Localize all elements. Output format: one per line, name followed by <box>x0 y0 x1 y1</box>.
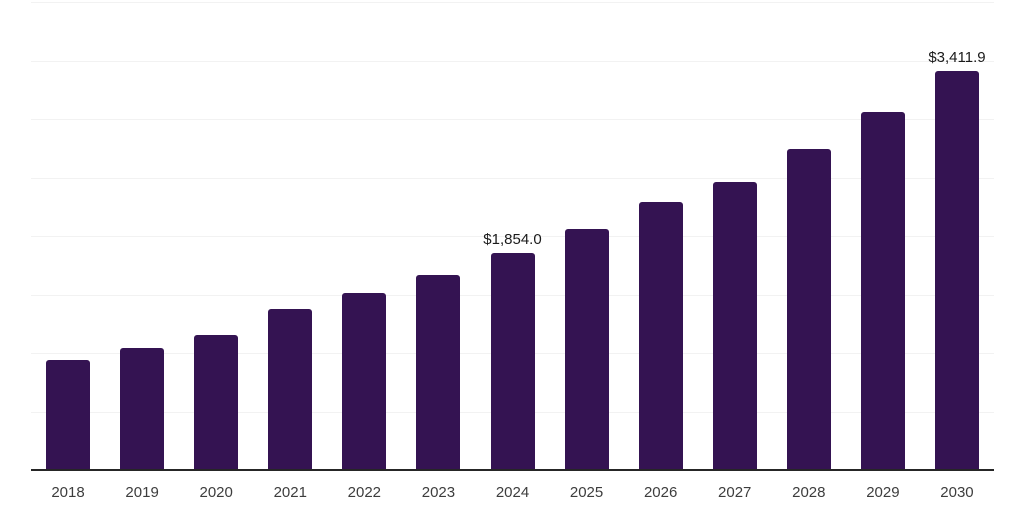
bar-2028 <box>786 149 831 470</box>
bar-2018 <box>46 360 91 470</box>
bar-2020 <box>194 334 239 470</box>
bar-2019 <box>120 347 165 470</box>
gridline-3500 <box>31 60 994 62</box>
x-tick-2018: 2018 <box>51 484 85 501</box>
x-tick-2019: 2019 <box>125 484 159 501</box>
gridline-4000 <box>31 2 994 3</box>
bar-2022 <box>342 292 387 470</box>
data-label-2024: $1,854.0 <box>483 231 542 249</box>
x-tick-2028: 2028 <box>792 484 826 501</box>
bar-2029 <box>860 111 905 470</box>
gridline-2000 <box>31 236 994 237</box>
x-tick-2022: 2022 <box>347 484 382 501</box>
bar-2027 <box>712 182 757 470</box>
gridline-3000 <box>31 119 994 120</box>
data-label-2030: $3,411.9 <box>928 48 986 66</box>
x-tick-2025: 2025 <box>569 484 604 501</box>
bar-2023 <box>416 274 461 470</box>
plot-area: $1,854.0 $3,411.9 <box>31 2 994 470</box>
x-axis-line <box>31 469 994 471</box>
gridline-2500 <box>31 177 994 179</box>
bar-2025 <box>564 228 609 470</box>
x-tick-2023: 2023 <box>421 484 456 501</box>
x-tick-2030: 2030 <box>940 484 974 501</box>
bar-2024 <box>490 253 535 470</box>
x-tick-2029: 2029 <box>866 484 900 501</box>
x-tick-2026: 2026 <box>643 484 678 501</box>
x-tick-2021: 2021 <box>273 484 307 501</box>
x-tick-2027: 2027 <box>718 484 752 501</box>
x-tick-2020: 2020 <box>199 484 233 501</box>
bar-2030 <box>934 70 979 470</box>
x-tick-2024: 2024 <box>495 484 530 501</box>
bar-2021 <box>268 309 313 470</box>
bar-2026 <box>638 202 683 470</box>
